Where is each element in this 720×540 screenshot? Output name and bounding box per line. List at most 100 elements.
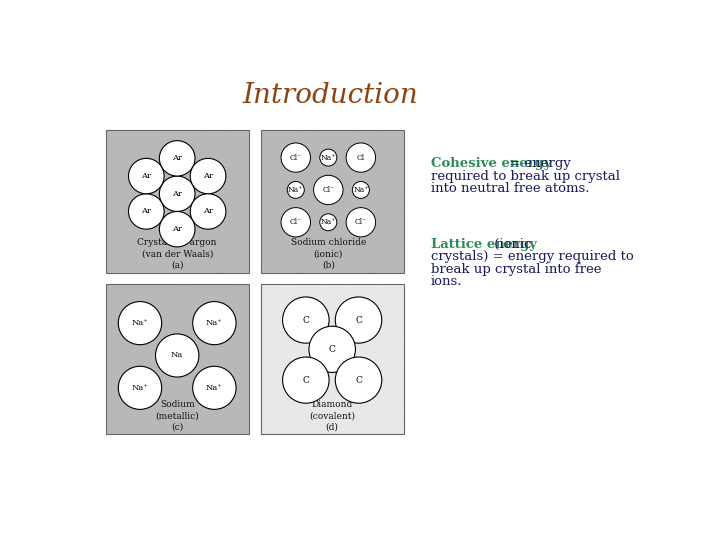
Point [132, 212, 144, 220]
Point [128, 409, 140, 418]
Point [258, 397, 270, 406]
Point [227, 294, 238, 302]
Point [377, 345, 389, 354]
Point [139, 363, 150, 372]
Point [311, 168, 323, 177]
Point [356, 358, 367, 367]
Point [212, 134, 224, 143]
Point [369, 422, 381, 431]
Point [168, 426, 179, 435]
Point [281, 230, 292, 238]
Point [318, 416, 330, 425]
Point [293, 198, 305, 207]
Point [237, 195, 248, 204]
Point [201, 401, 212, 409]
Point [238, 424, 249, 433]
Point [191, 329, 202, 338]
Point [113, 150, 125, 159]
Point [281, 315, 292, 324]
Point [128, 321, 140, 329]
Point [194, 233, 205, 241]
Point [160, 143, 171, 152]
Point [225, 345, 237, 353]
Point [217, 202, 229, 211]
Point [340, 245, 351, 253]
Point [201, 337, 212, 346]
Point [161, 262, 172, 271]
Point [325, 195, 336, 204]
Point [131, 242, 143, 251]
Point [272, 321, 284, 330]
Point [350, 236, 361, 245]
Point [289, 255, 300, 264]
Point [270, 413, 282, 421]
Point [148, 174, 160, 183]
Point [299, 424, 310, 433]
Point [139, 214, 150, 223]
Point [119, 256, 130, 265]
Point [378, 389, 390, 398]
Point [185, 356, 197, 364]
Point [280, 391, 292, 400]
Point [191, 386, 202, 395]
Point [140, 133, 151, 142]
Point [287, 148, 298, 157]
Point [305, 295, 316, 304]
Point [213, 395, 225, 404]
Point [121, 313, 132, 321]
Point [124, 147, 135, 156]
Point [338, 397, 350, 406]
Point [272, 190, 284, 199]
Point [237, 214, 248, 223]
Point [105, 213, 117, 221]
Point [206, 284, 217, 292]
Point [191, 329, 202, 338]
Point [309, 228, 320, 237]
Point [213, 147, 225, 156]
Point [271, 199, 283, 208]
Point [282, 328, 293, 337]
Point [148, 297, 159, 306]
Point [204, 422, 216, 430]
Point [191, 256, 202, 265]
Point [394, 374, 405, 382]
Point [343, 413, 354, 422]
Point [223, 186, 235, 194]
Point [226, 337, 238, 346]
Point [155, 207, 166, 215]
Point [261, 182, 273, 191]
Point [279, 131, 291, 139]
Point [102, 160, 113, 168]
Point [142, 166, 153, 174]
Point [382, 164, 394, 172]
Point [223, 260, 235, 269]
Point [310, 264, 322, 272]
Point [325, 405, 337, 414]
Point [351, 353, 362, 361]
Point [372, 154, 383, 163]
Point [109, 251, 121, 259]
Point [170, 417, 181, 426]
Point [237, 176, 248, 185]
Point [102, 286, 114, 295]
Point [174, 372, 185, 381]
Point [146, 239, 158, 248]
Point [315, 412, 326, 421]
Point [102, 411, 114, 420]
Point [300, 129, 311, 138]
Point [172, 428, 184, 437]
Point [348, 410, 359, 418]
Point [156, 407, 168, 416]
Point [171, 410, 183, 419]
Point [112, 235, 123, 244]
Point [354, 378, 365, 387]
Point [297, 153, 309, 161]
Point [329, 319, 341, 328]
Point [153, 227, 164, 236]
Point [316, 247, 328, 256]
Point [140, 421, 151, 429]
Point [311, 397, 323, 406]
Point [213, 395, 225, 403]
Point [151, 351, 163, 360]
Point [333, 326, 344, 334]
